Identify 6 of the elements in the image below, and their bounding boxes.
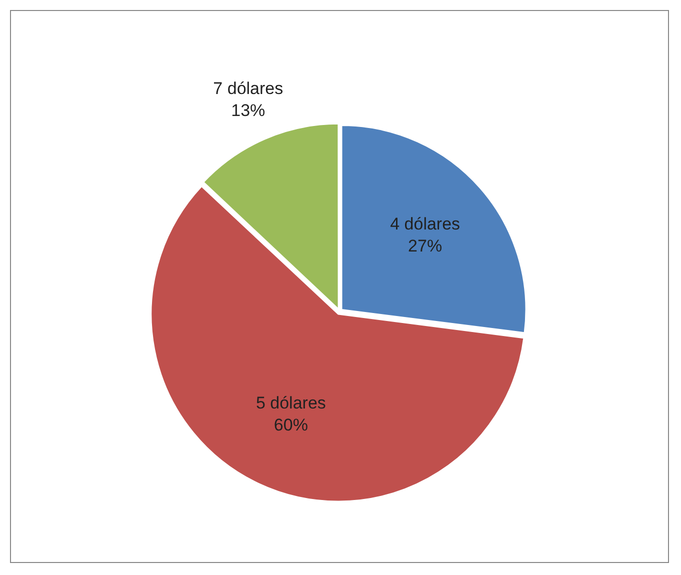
- data-label: 60%: [274, 415, 308, 434]
- slice-label: 5 dólares: [256, 393, 326, 412]
- slice-label: 4 dólares: [390, 214, 460, 234]
- data-label: 27%: [408, 236, 442, 256]
- data-label: 13%: [231, 101, 266, 120]
- slice-label: 7 dólares: [213, 79, 284, 98]
